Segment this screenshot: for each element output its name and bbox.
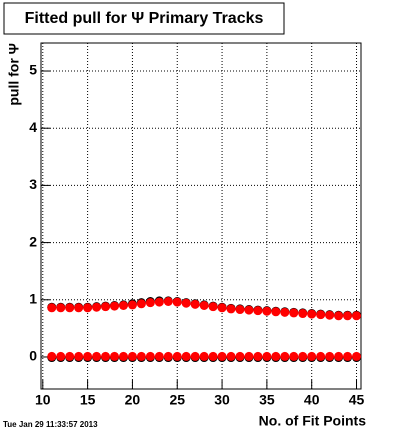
marker [271,351,281,361]
marker [56,303,66,313]
marker [325,310,335,320]
x-axis-label: No. of Fit Points [259,413,367,429]
x-tick-label: 20 [125,392,141,408]
y-tick-label: 1 [29,290,37,306]
marker [199,301,209,311]
marker [74,303,84,313]
marker [47,351,57,361]
marker [253,351,263,361]
marker [298,351,308,361]
marker [181,351,191,361]
y-tick-label: 2 [29,233,37,249]
marker [217,303,227,313]
marker [154,297,164,307]
marker [163,351,173,361]
marker [65,351,75,361]
marker [307,309,317,319]
marker [190,351,200,361]
marker [118,351,128,361]
marker [118,301,128,311]
marker [56,351,66,361]
y-tick-label: 5 [29,62,37,78]
marker [289,351,299,361]
y-axis-label: pull for Ψ [6,43,22,106]
marker [74,351,84,361]
footer-date: Tue Jan 29 11:33:57 2013 [3,420,98,429]
y-tick-label: 4 [29,119,37,135]
y-tick-label: 0 [29,348,37,364]
marker [217,351,227,361]
marker [92,351,102,361]
marker [352,351,362,361]
x-tick-label: 10 [35,392,51,408]
x-tick-label: 30 [214,392,230,408]
marker [316,351,326,361]
marker [235,351,245,361]
marker [136,351,146,361]
marker [127,300,137,310]
chart-title: Fitted pull for Ψ Primary Tracks [25,10,264,27]
marker [226,351,236,361]
plot-frame [40,42,362,390]
marker [83,351,93,361]
marker [334,351,344,361]
marker [172,351,182,361]
marker [271,307,281,317]
marker [316,310,326,320]
x-tick-label: 15 [80,392,96,408]
marker [47,303,57,313]
marker [334,311,344,321]
marker [262,351,272,361]
marker [127,351,137,361]
marker [280,307,290,317]
marker [289,308,299,318]
x-tick-label: 25 [169,392,185,408]
marker [172,297,182,307]
marker [83,303,93,313]
marker [101,302,111,312]
marker [307,351,317,361]
marker [145,351,155,361]
marker [343,351,353,361]
marker [181,298,191,308]
marker [136,299,146,309]
marker [199,351,209,361]
marker [352,311,362,321]
marker [163,296,173,306]
marker [343,311,353,321]
x-tick-label: 40 [304,392,320,408]
marker [154,351,164,361]
marker [145,298,155,308]
marker [298,309,308,319]
marker [208,351,218,361]
marker [226,304,236,314]
marker [262,306,272,316]
marker [190,299,200,309]
marker [65,303,75,313]
marker [110,301,120,311]
marker [244,351,254,361]
title-box [3,2,285,35]
marker [208,302,218,312]
x-tick-label: 45 [349,392,365,408]
marker [244,305,254,315]
marker [253,306,263,316]
y-tick-label: 3 [29,176,37,192]
marker [92,302,102,312]
marker [325,351,335,361]
marker [235,305,245,315]
x-tick-label: 35 [259,392,275,408]
marker [110,351,120,361]
marker [101,351,111,361]
marker [280,351,290,361]
